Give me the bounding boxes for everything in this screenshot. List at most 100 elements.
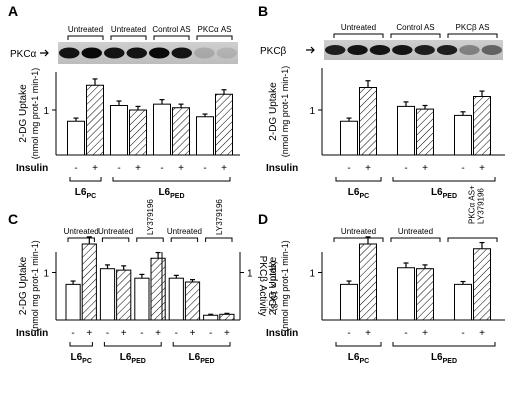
bar-basal (110, 105, 128, 156)
y-tick-label: 1 (43, 106, 49, 117)
y-axis-label: 2-DG Uptake (268, 256, 279, 315)
group-bracket (153, 35, 190, 40)
insulin-sign: + (365, 163, 371, 174)
insulin-sign: - (106, 328, 109, 339)
insulin-label: Insulin (266, 328, 298, 339)
blot-band (414, 45, 435, 55)
insulin-sign: - (404, 328, 407, 339)
insulin-sign: - (71, 328, 74, 339)
cell-line-label: L6PED (158, 187, 184, 200)
group-label: PKCα AS (198, 25, 232, 34)
cell-line-label: L6PED (120, 352, 146, 365)
cell-line-bracket (335, 342, 382, 347)
arrow-icon (40, 49, 49, 57)
cell-line-bracket (335, 177, 382, 182)
blot-label: PKCβ (260, 46, 287, 57)
insulin-sign: - (140, 328, 143, 339)
group-label: Untreated (111, 25, 146, 34)
insulin-sign: - (461, 163, 464, 174)
group-bracket (390, 237, 441, 242)
group-label: Untreated (341, 23, 376, 32)
panel-letter: A (8, 3, 18, 19)
insulin-sign: - (203, 163, 206, 174)
bar-insulin (359, 243, 377, 321)
bar-basal (153, 103, 171, 156)
group-bracket (333, 237, 384, 242)
panel-d: D 1 2-DG Uptake (nmol mg prot-1 min-1) - + Unt… (258, 185, 505, 365)
right-y-axis-unit: (cpm x 10-3) (269, 261, 279, 312)
bar-insulin (150, 257, 166, 321)
bar-insulin (129, 109, 147, 156)
cell-line-label: L6PED (431, 352, 457, 365)
insulin-label: Insulin (16, 163, 48, 174)
insulin-sign: - (209, 328, 212, 339)
insulin-sign: + (224, 328, 230, 339)
blot-band (459, 45, 480, 55)
insulin-sign: + (365, 328, 371, 339)
insulin-sign: + (86, 328, 92, 339)
insulin-sign: - (117, 163, 120, 174)
bar-insulin (473, 248, 491, 321)
panel-letter: C (8, 211, 18, 227)
blot-band (171, 47, 192, 59)
y-axis-label: 2-DG Uptake (18, 256, 29, 315)
group-bracket (101, 237, 130, 242)
group-label: Control AS (152, 25, 190, 34)
blot-band (149, 47, 170, 59)
panel-letter: D (258, 211, 268, 227)
blot-band (81, 47, 102, 59)
insulin-sign: - (175, 328, 178, 339)
insulin-sign: + (422, 163, 428, 174)
group-label: PKCβ AS (456, 23, 490, 32)
group-label: Untreated (98, 227, 133, 236)
insulin-sign: - (461, 328, 464, 339)
insulin-sign: + (479, 328, 485, 339)
bar-basal (340, 283, 358, 321)
blot-band (369, 45, 391, 55)
panel-c: C12-DG Uptake (nmol mg prot-1 min-1)- +Unt… (8, 199, 279, 365)
insulin-sign: + (135, 163, 141, 174)
group-label: Untreated (64, 227, 99, 236)
group-label: Untreated (341, 227, 376, 236)
blot-band (194, 47, 215, 59)
y-axis-unit: (nmol mg prot-1 min-1) (280, 66, 290, 158)
cell-line-bracket (392, 177, 496, 182)
insulin-sign: - (404, 163, 407, 174)
right-bar-basal (168, 277, 184, 321)
panel-b: B 1 2-DG Uptake (nmol mg prot-1 min-1) - + Unt… (258, 3, 505, 200)
group-bracket (196, 35, 233, 40)
bar-insulin (416, 268, 434, 321)
group-bracket (67, 237, 95, 242)
group-bracket (447, 237, 498, 242)
insulin-sign: + (178, 163, 184, 174)
bar-basal (397, 267, 415, 321)
bar-basal (454, 114, 472, 156)
blot-band (216, 47, 237, 59)
cell-line-label: L6PC (70, 352, 91, 365)
insulin-sign: - (347, 328, 350, 339)
bar-basal (340, 120, 358, 156)
insulin-sign: - (347, 163, 350, 174)
y-axis-unit: (nmol mg prot-1 min-1) (280, 240, 290, 332)
group-label: Control AS (396, 23, 434, 32)
bar-basal (67, 120, 85, 156)
insulin-sign: + (190, 328, 196, 339)
bar-insulin (473, 96, 491, 156)
blot-band (347, 45, 368, 55)
cell-line-bracket (172, 342, 231, 347)
right-bar-insulin (219, 313, 235, 321)
right-bar-insulin (184, 281, 201, 321)
blot-band (126, 47, 147, 59)
bar-basal (65, 283, 81, 321)
group-label: Untreated (398, 227, 433, 236)
insulin-sign: + (221, 163, 227, 174)
cell-line-label: L6PED (189, 352, 215, 365)
blot-band (392, 45, 413, 55)
bar-insulin (86, 84, 104, 156)
insulin-sign: + (92, 163, 98, 174)
insulin-sign: - (160, 163, 163, 174)
insulin-sign: + (422, 328, 428, 339)
blot-band (59, 47, 80, 59)
group-bracket (170, 237, 199, 242)
cell-line-bracket (392, 342, 496, 347)
